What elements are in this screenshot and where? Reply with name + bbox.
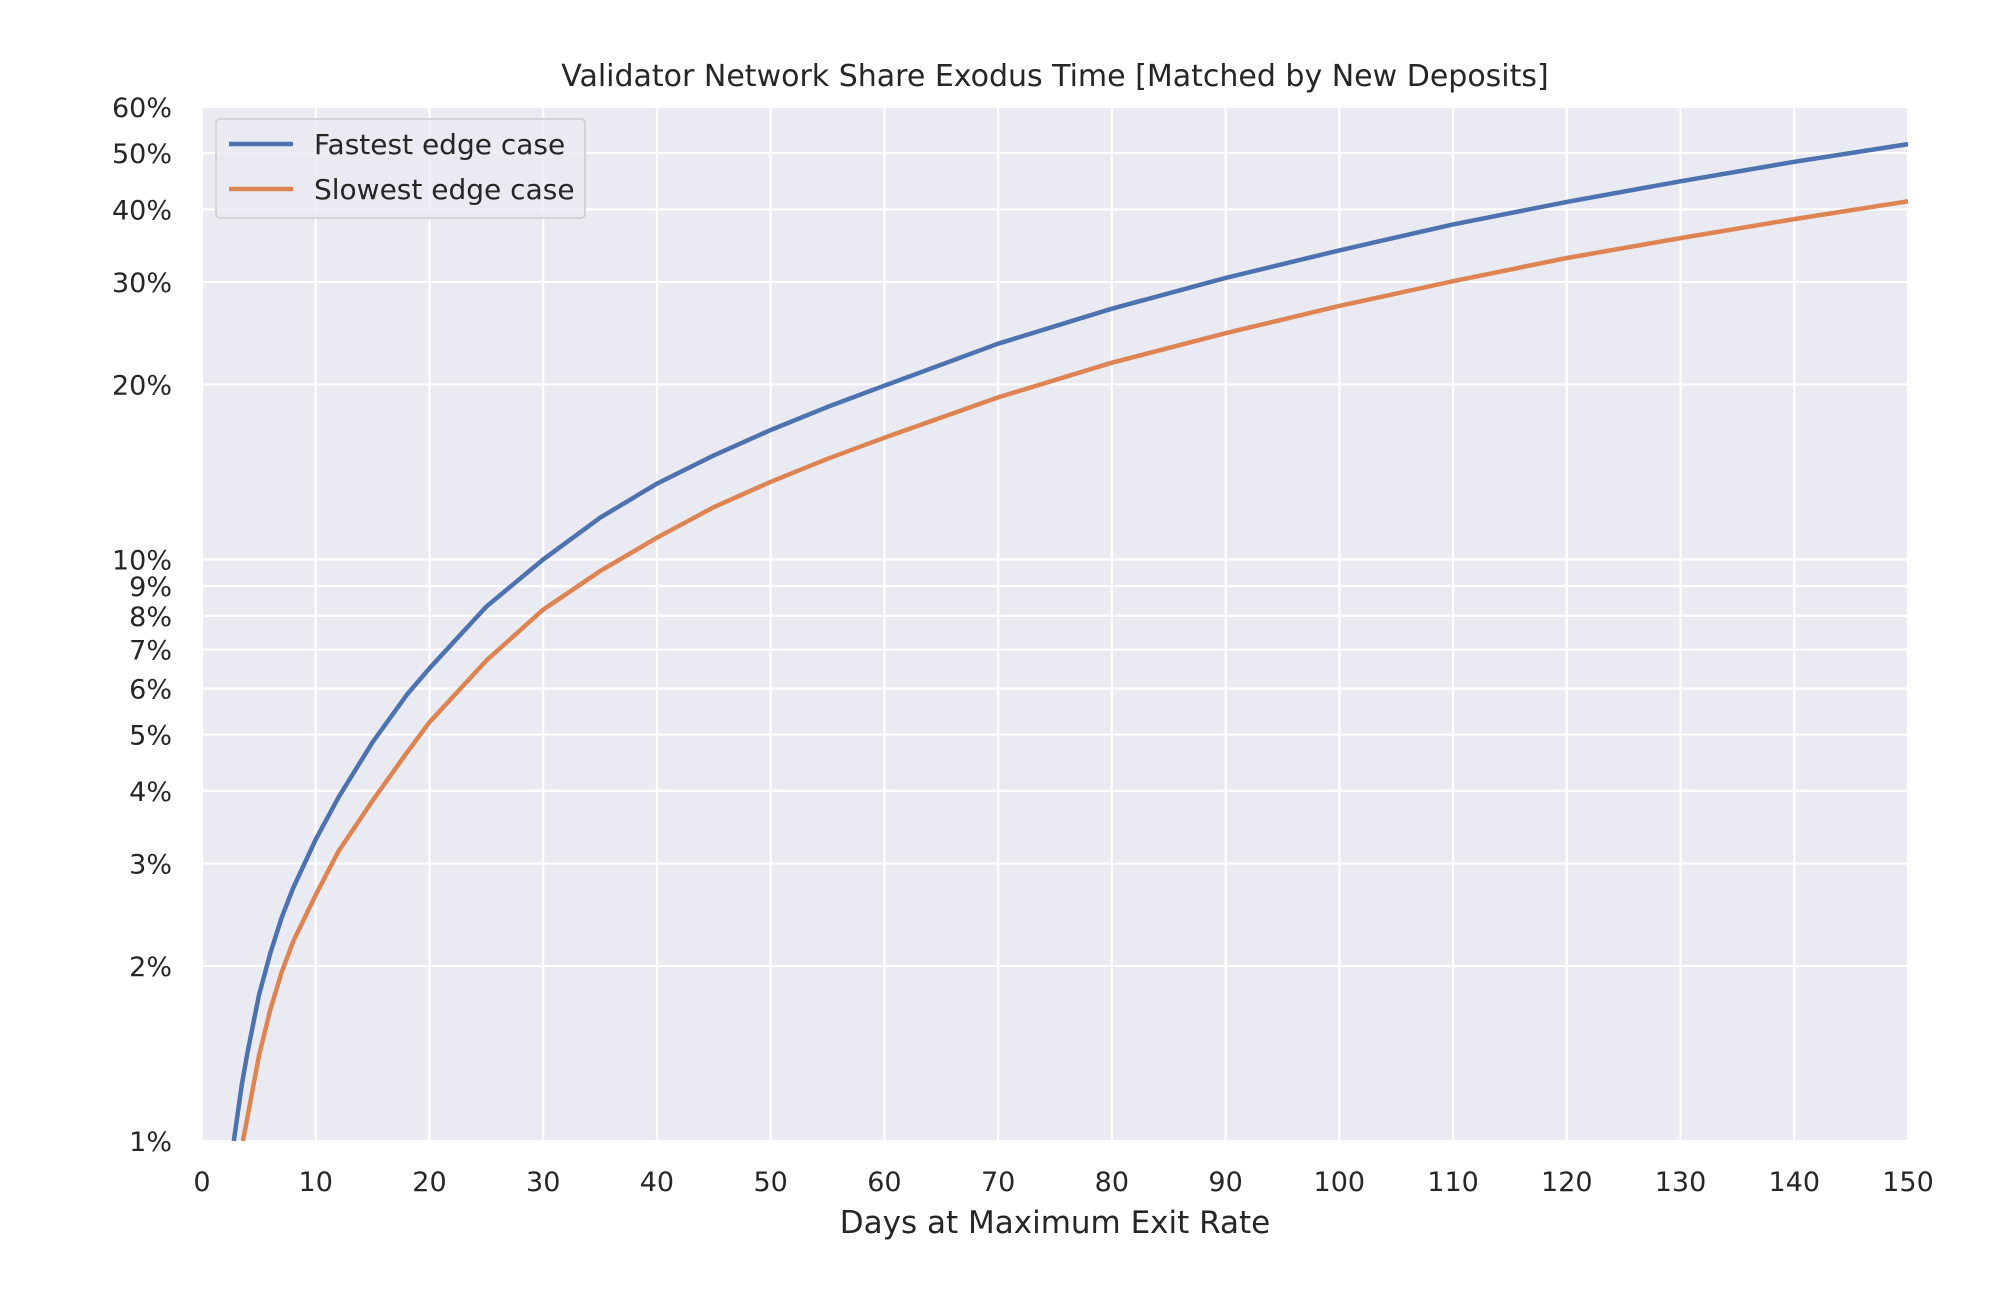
x-tick-label: 10 bbox=[299, 1167, 333, 1198]
series-line-fastest bbox=[231, 141, 1909, 1142]
plot-area bbox=[202, 107, 1908, 1141]
y-tick-label: 50% bbox=[112, 139, 172, 170]
y-tick-label: 2% bbox=[129, 952, 172, 983]
y-tick-label: 9% bbox=[129, 572, 172, 603]
y-tick-label: 7% bbox=[129, 636, 172, 667]
y-tick-label: 8% bbox=[129, 602, 172, 633]
x-tick-label: 50 bbox=[753, 1167, 787, 1198]
y-tick-labels: 1% 2% 3% 4% 5% 6% 7%8%9%10% 20% 30% 40% 50% 60% bbox=[112, 93, 172, 1158]
y-tick-label: 20% bbox=[112, 370, 172, 401]
x-axis-label: Days at Maximum Exit Rate bbox=[840, 1205, 1270, 1241]
legend: Fastest edge case Slowest edge case bbox=[215, 118, 586, 219]
legend-label-fastest: Fastest edge case bbox=[314, 128, 565, 161]
x-tick-labels: 0 10 20 30 40 50 60 70 80 90 100 110 120 130 140 150 bbox=[193, 1167, 1933, 1198]
y-tick-label: 10% bbox=[112, 545, 172, 576]
y-tick-label: 4% bbox=[129, 777, 172, 808]
legend-frame bbox=[215, 118, 586, 219]
legend-label-slowest: Slowest edge case bbox=[314, 173, 575, 206]
series-line-slowest bbox=[240, 199, 1909, 1142]
x-tick-label: 130 bbox=[1655, 1167, 1707, 1198]
y-tick-label: 1% bbox=[129, 1127, 172, 1158]
x-tick-label: 120 bbox=[1541, 1167, 1593, 1198]
x-tick-label: 140 bbox=[1768, 1167, 1820, 1198]
y-tick-label: 6% bbox=[129, 675, 172, 706]
y-tick-label: 40% bbox=[112, 195, 172, 226]
x-tick-label: 90 bbox=[1208, 1167, 1242, 1198]
y-tick-label: 60% bbox=[112, 93, 172, 124]
x-tick-label: 0 bbox=[193, 1167, 210, 1198]
chart-title: Validator Network Share Exodus Time [Mat… bbox=[561, 59, 1548, 94]
x-tick-label: 80 bbox=[1095, 1167, 1129, 1198]
y-tick-label: 5% bbox=[129, 721, 172, 752]
y-tick-label: 30% bbox=[112, 268, 172, 299]
x-tick-label: 40 bbox=[640, 1167, 674, 1198]
x-tick-label: 60 bbox=[867, 1167, 901, 1198]
x-tick-label: 70 bbox=[981, 1167, 1015, 1198]
x-tick-label: 30 bbox=[526, 1167, 560, 1198]
x-tick-label: 100 bbox=[1314, 1167, 1366, 1198]
x-tick-label: 110 bbox=[1427, 1167, 1479, 1198]
y-tick-label: 3% bbox=[129, 850, 172, 881]
x-tick-label: 20 bbox=[412, 1167, 446, 1198]
series-lines bbox=[231, 141, 1909, 1142]
y-gridlines bbox=[202, 105, 1908, 1143]
x-tick-label: 150 bbox=[1882, 1167, 1934, 1198]
